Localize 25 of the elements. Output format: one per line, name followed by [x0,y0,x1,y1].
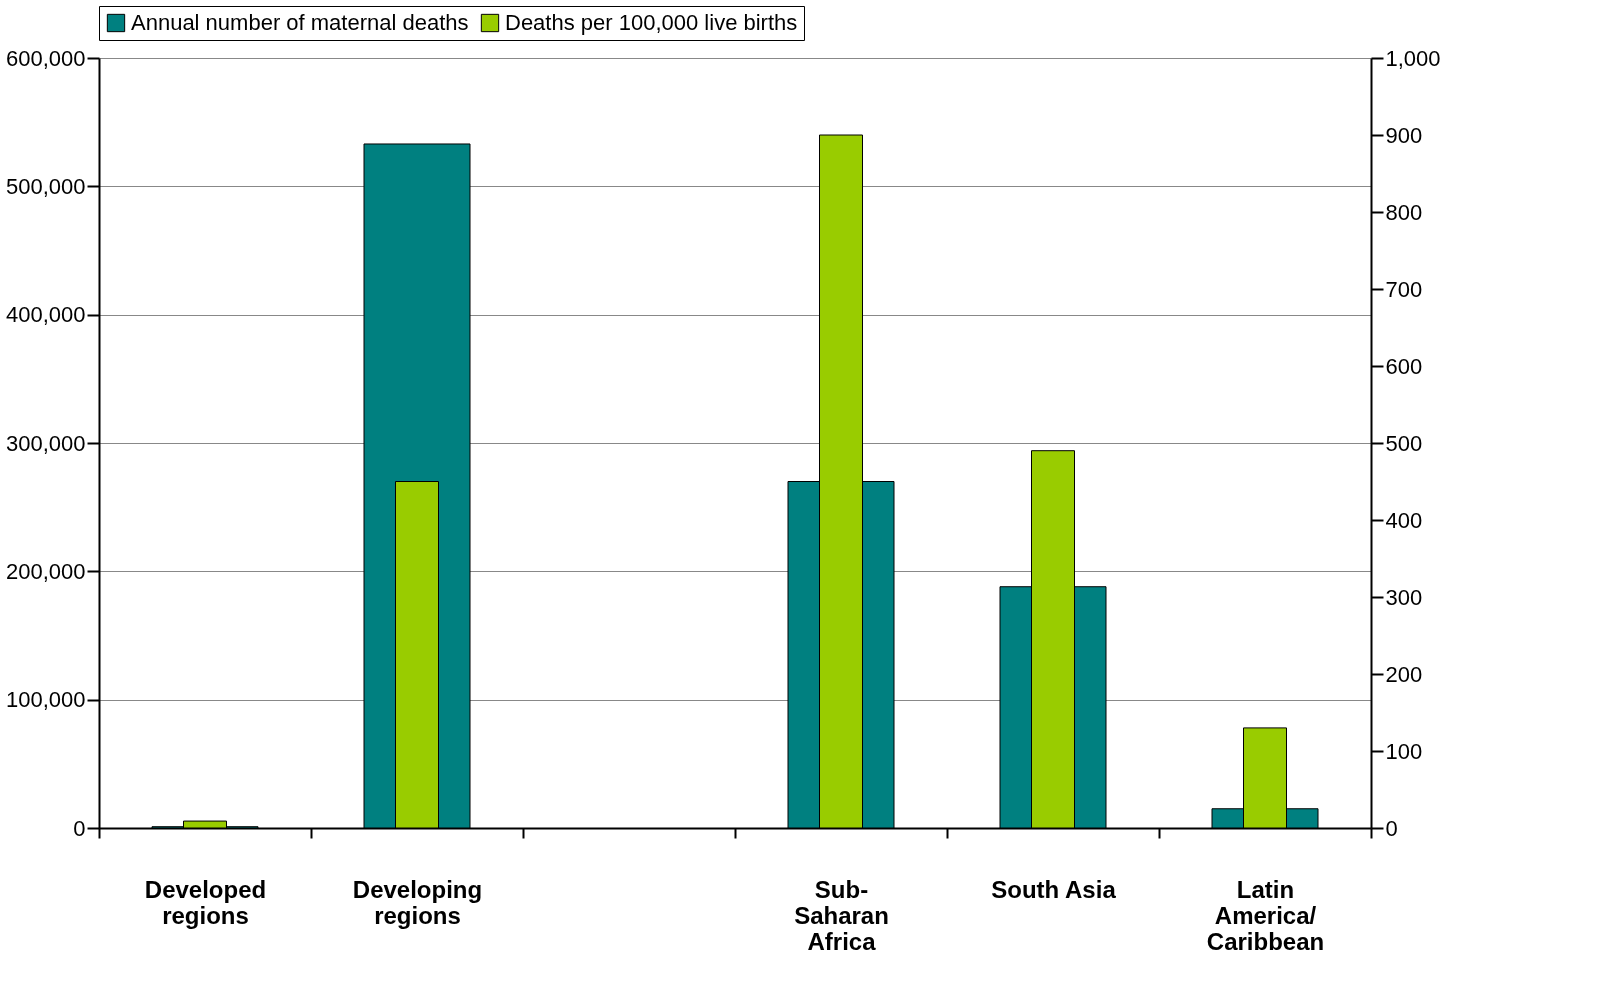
y2-tick-label: 800 [1385,199,1423,225]
y2-tick-label: 200 [1385,661,1423,687]
y-tick-label: 400,000 [5,302,86,328]
legend-label: Deaths per 100,000 live births [505,10,798,35]
x-tick-label: Developing regions [352,875,483,929]
x-tick-label: South Asia [991,875,1117,903]
legend-label: Annual number of maternal deaths [131,10,469,35]
y-tick-label: 300,000 [5,430,86,456]
y-tick-label: 0 [73,815,86,841]
x-tick-label: Sub- Saharan Africa [794,875,889,955]
x-tick-label: Latin America/ Caribbean [1206,875,1325,955]
y2-tick-label: 100 [1385,738,1423,764]
y2-tick-label: 300 [1385,584,1423,610]
y2-tick-label: 1,000 [1385,45,1441,71]
y2-tick-label: 0 [1385,815,1398,841]
y-tick-label: 200,000 [5,558,86,584]
y-tick-label: 100,000 [5,687,86,713]
y2-tick-label: 900 [1385,122,1423,148]
y2-tick-label: 600 [1385,353,1423,379]
y2-tick-label: 700 [1385,276,1423,302]
y-tick-label: 500,000 [5,173,86,199]
y-tick-label: 600,000 [5,45,86,71]
y2-tick-label: 400 [1385,507,1423,533]
x-tick-label: Developed regions [144,875,267,929]
y2-tick-label: 500 [1385,430,1423,456]
